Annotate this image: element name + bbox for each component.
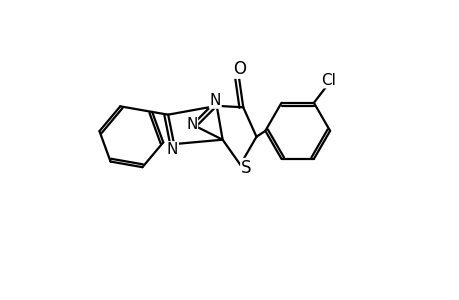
Text: N: N (185, 118, 197, 133)
Text: Cl: Cl (320, 73, 336, 88)
Text: N: N (209, 93, 220, 108)
Text: S: S (241, 159, 251, 177)
Text: O: O (232, 60, 246, 78)
Text: N: N (167, 142, 178, 157)
